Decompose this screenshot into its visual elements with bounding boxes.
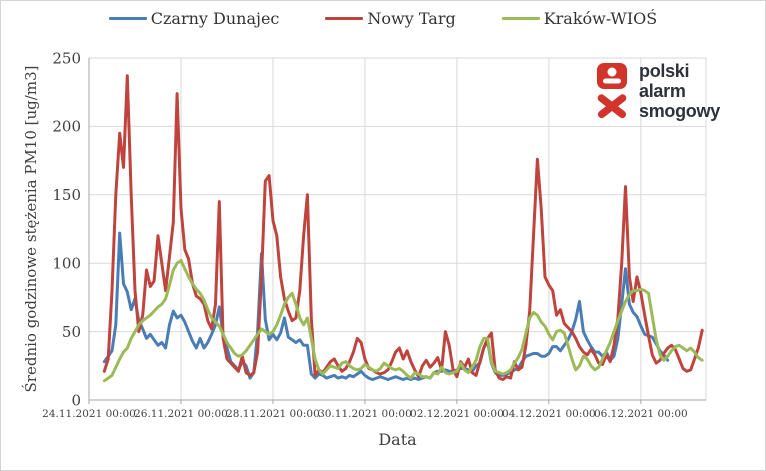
- pas-logo-line: alarm: [639, 81, 686, 102]
- line-swatch-icon: [108, 17, 147, 20]
- y-tick-label: 100: [52, 254, 81, 272]
- bell-crossbones-icon: [597, 63, 627, 119]
- y-tick-label: 50: [62, 323, 81, 341]
- y-tick-label: 150: [52, 186, 81, 204]
- y-tick-label: 200: [52, 118, 81, 136]
- line-swatch-icon: [501, 17, 540, 20]
- pas-logo: polski alarm smogowy: [593, 61, 720, 121]
- legend-item-czarny-dunajec: Czarny Dunajec: [108, 9, 280, 28]
- x-tick-label: 26.11.2021 00:00: [134, 408, 228, 420]
- legend-label: Kraków-WIOŚ: [543, 9, 658, 28]
- legend-label: Czarny Dunajec: [150, 9, 280, 28]
- series-line-czarny-dunajec: [102, 231, 670, 381]
- pas-logo-line: smogowy: [639, 101, 720, 122]
- y-axis-title: Średnio godzinowe stężenia PM10 [ug/m3]: [22, 65, 40, 393]
- x-tick-label: 04.12.2021 00:00: [502, 408, 596, 420]
- x-tick-label: 24.11.2021 00:00: [42, 408, 136, 420]
- x-tick-label: 28.11.2021 00:00: [226, 408, 320, 420]
- legend-item-nowy-targ: Nowy Targ: [325, 9, 456, 28]
- legend-label: Nowy Targ: [367, 9, 456, 28]
- pas-logo-line: polski: [639, 61, 690, 81]
- x-axis-title: Data: [378, 430, 417, 449]
- line-swatch-icon: [325, 17, 364, 20]
- series-line-krak-w-wio-: [102, 259, 704, 383]
- x-tick-label: 30.11.2021 00:00: [318, 408, 412, 420]
- legend: Czarny Dunajec Nowy Targ Kraków-WIOŚ: [1, 9, 765, 28]
- series-line-nowy-targ: [102, 74, 704, 381]
- y-tick-label: 0: [71, 391, 81, 409]
- y-tick-label: 250: [52, 49, 81, 67]
- legend-item-krakow-wios: Kraków-WIOŚ: [501, 9, 658, 28]
- x-tick-label: 06.12.2021 00:00: [594, 408, 688, 420]
- x-tick-label: 02.12.2021 00:00: [410, 408, 504, 420]
- pas-logo-text: polski alarm smogowy: [639, 61, 720, 121]
